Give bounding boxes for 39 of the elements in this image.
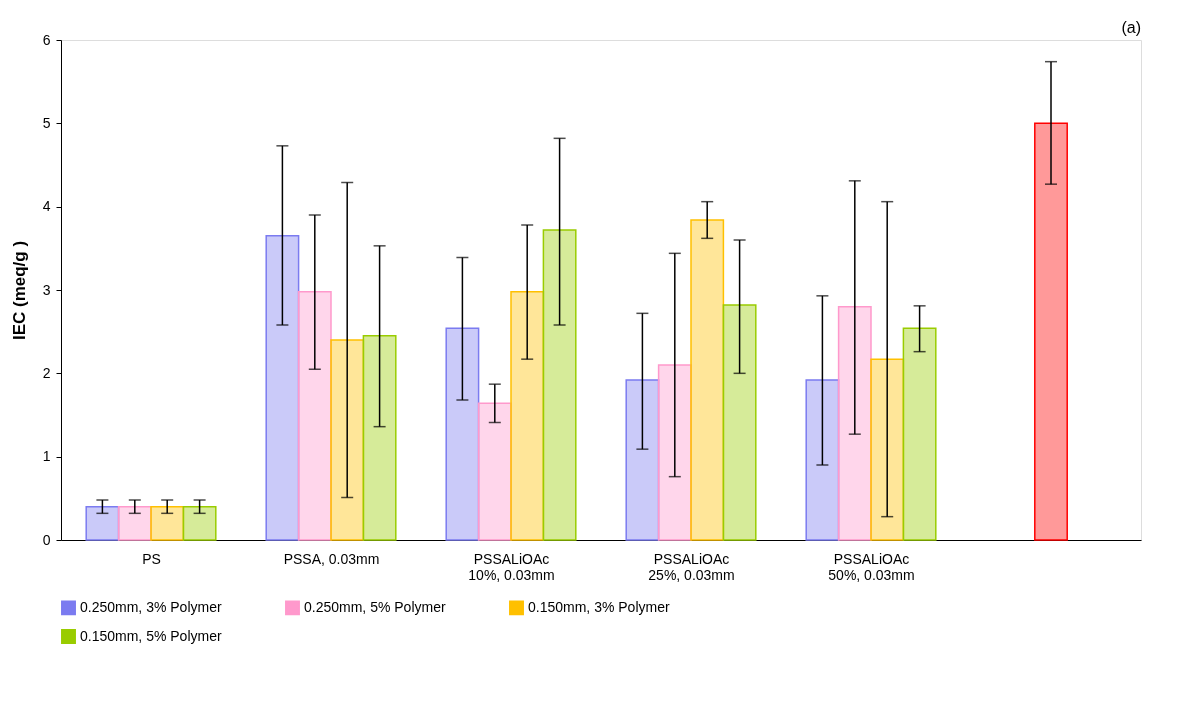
bar bbox=[870, 358, 905, 541]
bar bbox=[625, 379, 660, 541]
bar bbox=[477, 402, 512, 541]
bar bbox=[297, 290, 332, 541]
bar bbox=[690, 219, 725, 541]
bar bbox=[150, 505, 185, 541]
bar bbox=[85, 505, 120, 541]
bar bbox=[117, 505, 152, 541]
y-tick-label: 6 bbox=[42, 31, 51, 48]
bar bbox=[362, 335, 397, 541]
y-tick-label: 3 bbox=[42, 281, 51, 298]
y-axis-title: IEC (meq/g ) bbox=[9, 240, 29, 341]
bar bbox=[805, 379, 840, 541]
x-tick-label: PSSA, 0.03mm bbox=[283, 550, 380, 567]
text: (a) bbox=[1121, 19, 1141, 36]
y-tick-label: 0 bbox=[42, 531, 51, 548]
y-tick-label: 2 bbox=[42, 364, 51, 381]
bar bbox=[330, 339, 365, 541]
legend-label: 0.250mm, 3% Polymer bbox=[80, 598, 222, 615]
legend-label: 0.150mm, 3% Polymer bbox=[528, 598, 670, 615]
legend-label: 0.150mm, 5% Polymer bbox=[80, 627, 222, 644]
bar bbox=[510, 290, 545, 541]
bar bbox=[837, 305, 872, 541]
bar bbox=[265, 235, 300, 541]
bar bbox=[722, 304, 757, 541]
y-tick-label: 4 bbox=[42, 198, 51, 215]
x-tick-label: PSSALiOAc 10%, 0.03mm bbox=[468, 550, 555, 583]
legend-label: 0.250mm, 5% Polymer bbox=[304, 598, 446, 615]
bar bbox=[445, 327, 480, 541]
bar bbox=[542, 229, 577, 541]
bar bbox=[902, 327, 937, 541]
y-tick-label: 5 bbox=[42, 114, 51, 131]
bar bbox=[657, 364, 692, 541]
y-tick-label: 1 bbox=[42, 448, 51, 465]
bar bbox=[1034, 122, 1068, 541]
x-tick-label: PS bbox=[142, 550, 161, 567]
x-tick-label: PSSALiOAc 25%, 0.03mm bbox=[648, 550, 735, 583]
x-tick-label: PSSALiOAc 50%, 0.03mm bbox=[828, 550, 915, 583]
bar bbox=[182, 505, 217, 541]
